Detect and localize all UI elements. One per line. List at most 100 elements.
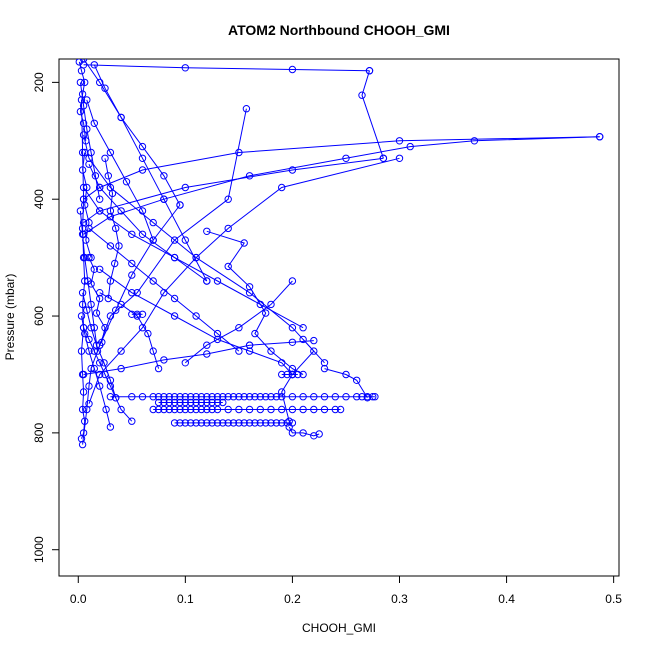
series-40: [101, 154, 123, 303]
data-point: [181, 405, 190, 414]
series-13: [181, 277, 297, 367]
data-point: [170, 419, 179, 427]
series-14: [203, 227, 307, 379]
series-line: [184, 280, 293, 364]
data-point: [251, 329, 259, 338]
data-point: [235, 405, 243, 414]
data-point: [78, 230, 87, 239]
data-point: [90, 119, 99, 128]
data-point: [187, 405, 195, 414]
data-point: [288, 429, 297, 437]
data-point: [79, 102, 88, 110]
data-point: [213, 335, 222, 344]
data-point: [77, 312, 86, 320]
data-point: [208, 398, 216, 407]
data-point: [320, 405, 329, 414]
data-point: [342, 370, 350, 379]
series-line: [78, 61, 87, 141]
series-line: [82, 108, 247, 445]
data-point: [106, 312, 115, 320]
data-point: [106, 148, 115, 157]
data-point: [181, 183, 190, 192]
data-point: [111, 259, 119, 268]
series-16: [320, 364, 372, 402]
data-point: [160, 393, 168, 401]
data-point: [235, 393, 243, 401]
series-line: [288, 426, 320, 437]
series-31: [128, 310, 147, 318]
data-point: [213, 393, 222, 401]
data-point: [267, 419, 275, 427]
data-point: [83, 183, 91, 192]
data-point: [395, 137, 404, 145]
data-point: [128, 289, 136, 297]
y-axis-label: Pressure (mbar): [3, 274, 17, 361]
data-point: [235, 148, 243, 157]
data-point: [83, 306, 91, 314]
data-point: [77, 67, 86, 75]
series-layer: [75, 59, 604, 449]
data-point: [203, 341, 211, 349]
data-point: [79, 119, 88, 128]
data-point: [320, 359, 329, 367]
data-point: [299, 393, 307, 401]
data-point: [224, 419, 232, 427]
data-point: [85, 347, 93, 355]
data-point: [102, 405, 110, 414]
data-point: [85, 218, 93, 227]
data-point: [85, 253, 93, 262]
data-point: [197, 405, 206, 414]
data-point: [128, 230, 136, 239]
series-39: [85, 253, 109, 346]
data-point: [91, 172, 100, 180]
data-point: [299, 405, 307, 414]
data-point: [203, 419, 211, 427]
data-point: [240, 419, 248, 427]
data-point: [242, 105, 251, 113]
data-point: [117, 207, 125, 215]
data-point: [87, 300, 95, 309]
data-point: [187, 398, 195, 407]
data-point: [278, 405, 286, 414]
data-point: [90, 265, 99, 273]
data-point: [128, 271, 136, 279]
series-4: [79, 133, 604, 239]
series-line: [324, 368, 368, 399]
data-point: [310, 347, 318, 355]
data-point: [144, 329, 152, 338]
data-point: [82, 137, 90, 145]
data-point: [85, 400, 93, 408]
data-point: [87, 280, 95, 288]
data-point: [92, 309, 101, 317]
data-point: [160, 405, 168, 414]
data-point: [288, 419, 297, 427]
data-point: [106, 277, 115, 285]
data-point: [115, 242, 123, 250]
series-line: [249, 340, 314, 346]
data-point: [278, 419, 286, 427]
data-point: [78, 90, 87, 98]
data-point: [245, 405, 254, 414]
data-point: [395, 154, 404, 163]
data-point: [365, 67, 374, 75]
data-point: [96, 183, 104, 192]
data-point: [79, 59, 88, 63]
data-point: [278, 393, 286, 401]
series-8: [79, 154, 388, 227]
data-point: [160, 356, 168, 364]
data-point: [371, 393, 379, 401]
series-line: [206, 230, 304, 375]
data-point: [176, 405, 184, 414]
data-point: [181, 398, 190, 407]
data-point: [283, 419, 291, 427]
data-point: [96, 78, 104, 87]
data-point: [278, 388, 286, 396]
data-point: [106, 242, 115, 250]
series-line: [83, 64, 370, 72]
data-point: [342, 393, 350, 401]
data-point: [203, 405, 211, 414]
data-point: [197, 393, 206, 401]
data-point: [358, 393, 366, 401]
data-point: [100, 359, 108, 367]
